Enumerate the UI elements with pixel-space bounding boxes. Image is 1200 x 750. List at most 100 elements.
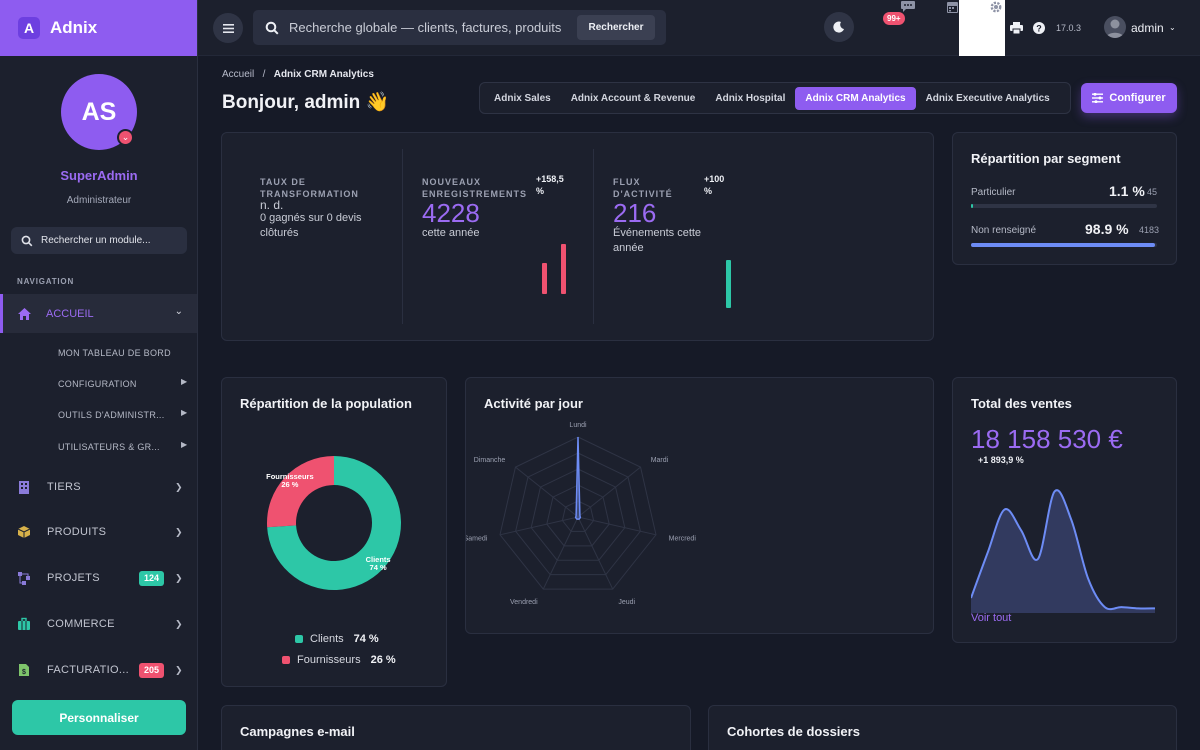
notification-count-badge: 99+: [883, 12, 905, 25]
sidebar-item-label: PRODUITS: [47, 526, 107, 538]
cohorts-card: Cohortes de dossiers: [708, 705, 1177, 750]
breadcrumb-separator: /: [257, 69, 271, 80]
gear-icon[interactable]: [989, 0, 1003, 19]
segment-count: 45: [1147, 187, 1158, 197]
topbar: Recherche globale — clients, factures, p…: [198, 0, 1200, 56]
segment-count: 4183: [1139, 225, 1160, 235]
radar-series[interactable]: [574, 436, 582, 520]
segment-bar-track: [971, 243, 1157, 247]
chevron-right-icon: ▶: [181, 408, 188, 417]
segment-bar-track: [971, 204, 1157, 208]
tab-executive-analytics[interactable]: Adnix Executive Analytics: [925, 92, 1050, 104]
theme-toggle-button[interactable]: [824, 12, 854, 42]
donut-slice-label: Fournisseurs: [266, 472, 314, 481]
brand-bar[interactable]: A Adnix: [0, 0, 197, 56]
radar-axis-label: Mardi: [651, 457, 669, 464]
sidebar-item-projets[interactable]: PROJETS 124 ❯: [17, 566, 187, 590]
activity-radar-chart: Lundi Mardi Mercredi Jeudi Vendredi Samedi Dim…: [466, 422, 696, 606]
sidebar-item-accueil[interactable]: ACCUEIL ⌄: [0, 294, 197, 333]
sales-area-line[interactable]: [971, 489, 1156, 611]
legend-item[interactable]: Fournisseurs 26 %: [282, 654, 396, 666]
sliders-icon: [1092, 93, 1104, 103]
legend-label: Clients: [310, 633, 344, 645]
legend-swatch: [282, 656, 290, 664]
legend-item[interactable]: Clients 74 %: [295, 633, 379, 645]
card-title: Répartition de la population: [240, 396, 412, 411]
breadcrumb-home[interactable]: Accueil: [222, 69, 255, 80]
invoice-icon: $: [17, 663, 31, 677]
global-search-input[interactable]: Recherche globale — clients, factures, p…: [253, 10, 666, 45]
radar-axis-label: Vendredi: [510, 599, 538, 606]
donut-slice-clients[interactable]: [267, 456, 401, 590]
profile-avatar[interactable]: AS: [61, 74, 137, 150]
kpi-label: FLUX D'ACTIVITÉ: [613, 177, 673, 199]
customize-button[interactable]: Personnaliser: [12, 700, 186, 735]
spark-bar: [542, 263, 547, 294]
activity-card: Activité par jour Lundi Mardi Mercredi Jeud…: [465, 377, 934, 634]
sidebar-item-produits[interactable]: PRODUITS ❯: [17, 520, 187, 544]
tab-account-revenue[interactable]: Adnix Account & Revenue: [570, 92, 696, 104]
sidebar-subitem-outils[interactable]: OUTILS D'ADMINISTR...: [58, 410, 165, 420]
kpi-label: TAUX DE TRANSFORMATION: [260, 177, 359, 199]
segment-bar-fill: [971, 204, 974, 208]
profile-avatar-wrap[interactable]: AS ⌄: [61, 74, 137, 150]
calendar-icon[interactable]: [946, 0, 959, 19]
menu-toggle-button[interactable]: [213, 13, 243, 43]
radar-grid-ring: [515, 452, 641, 576]
kpi-sub: Événements cette année: [613, 227, 702, 254]
segment-card: Répartition par segment Particulier 1.1 …: [952, 132, 1177, 265]
configure-label: Configurer: [1109, 92, 1166, 104]
sidebar-item-tiers[interactable]: TIERS ❯: [17, 475, 187, 499]
search-button[interactable]: Rechercher: [577, 15, 655, 40]
tab-hospital[interactable]: Adnix Hospital: [715, 92, 786, 104]
segment-label: Particulier: [971, 187, 1016, 198]
kpi-divider: [593, 149, 594, 324]
segment-pct: 1.1 %: [1109, 183, 1145, 199]
sidebar-subitem-utilisateurs[interactable]: UTILISATEURS & GR...: [58, 442, 160, 452]
brand-logo-icon: A: [18, 17, 40, 39]
segment-label: Non renseigné: [971, 225, 1037, 236]
radar-grid-ring: [561, 500, 595, 532]
sidebar-item-label: TIERS: [47, 481, 81, 493]
user-avatar[interactable]: [1104, 16, 1126, 38]
sidebar-item-facturation[interactable]: $ FACTURATIO... 205 ❯: [17, 658, 187, 682]
sales-total-value: 18 158 530 €: [971, 424, 1123, 454]
chevron-right-icon: ❯: [175, 572, 183, 583]
sidebar-subitem-configuration[interactable]: CONFIGURATION: [58, 379, 137, 389]
module-search-input[interactable]: Rechercher un module...: [11, 227, 187, 254]
sidebar-item-commerce[interactable]: COMMERCE ❯: [17, 612, 187, 636]
radar-axis-label: Samedi: [466, 536, 488, 543]
radar-axis: [577, 466, 641, 518]
configure-button[interactable]: Configurer: [1081, 83, 1177, 113]
spark-bar: [726, 260, 731, 308]
user-menu-name[interactable]: admin: [1131, 21, 1164, 35]
sidebar-subitem-tableau[interactable]: MON TABLEAU DE BORD: [58, 348, 171, 358]
spark-bar: [561, 244, 566, 294]
donut-slice-fournisseurs[interactable]: [267, 456, 334, 528]
segment-bar-fill: [971, 243, 1155, 247]
hamburger-icon: [222, 23, 234, 33]
radar-grid-ring: [546, 484, 610, 547]
chevron-right-icon: ❯: [175, 526, 183, 537]
print-icon[interactable]: [1010, 21, 1023, 39]
segment-pct: 98.9 %: [1085, 221, 1129, 237]
donut-slice-label: Clients: [366, 555, 391, 564]
chevron-down-icon: ⌄: [174, 306, 183, 317]
chevron-down-icon[interactable]: ⌄: [117, 129, 134, 146]
card-title: Campagnes e-mail: [240, 724, 355, 739]
chat-icon[interactable]: [900, 0, 916, 19]
chevron-right-icon: ❯: [175, 481, 183, 492]
chevron-right-icon: ❯: [175, 618, 183, 629]
tab-sales[interactable]: Adnix Sales: [494, 92, 551, 104]
facturation-count-badge: 205: [139, 662, 165, 678]
sales-area-chart: [971, 489, 1156, 613]
tab-crm-analytics[interactable]: Adnix CRM Analytics: [795, 86, 916, 110]
blank-panel: [959, 0, 1005, 56]
radar-axis-label: Jeudi: [618, 599, 635, 606]
help-icon[interactable]: ?: [1033, 21, 1045, 39]
see-all-link[interactable]: Voir tout: [971, 612, 1012, 624]
radar-axis: [499, 516, 579, 536]
chevron-down-icon[interactable]: ⌄: [1169, 23, 1176, 32]
sales-card: Total des ventes 18 158 530 € +1 893,9 %…: [952, 377, 1177, 643]
chevron-right-icon: ▶: [181, 377, 188, 386]
